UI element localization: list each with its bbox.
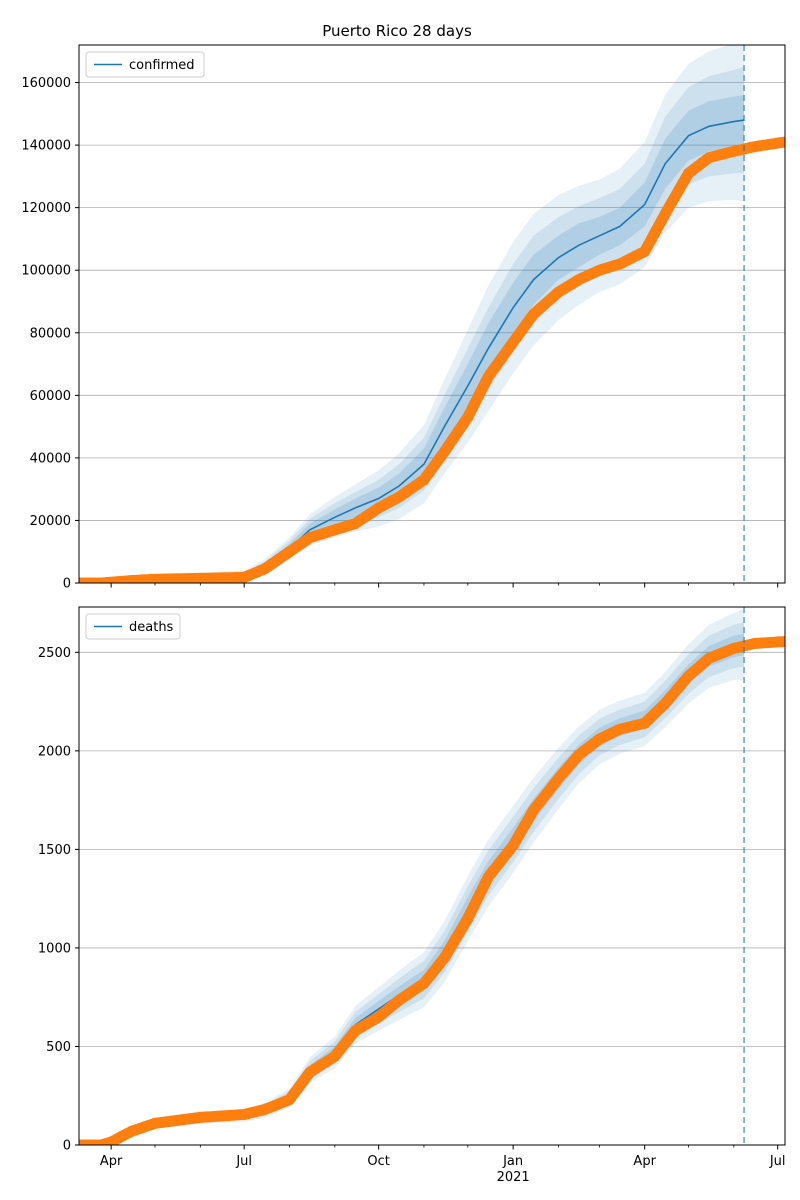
uncertainty-band-outer (79, 45, 745, 583)
y-tick-label: 80000 (30, 326, 71, 341)
legend-box (85, 613, 181, 640)
y-tick-label: 2500 (38, 646, 71, 661)
x-tick-sublabel: 2021 (497, 1170, 530, 1185)
uncertainty-band-mid (79, 66, 745, 583)
legend-box (85, 51, 205, 78)
axes-frame (78, 606, 786, 1146)
y-tick-label: 20000 (30, 514, 71, 529)
x-tick-label: Jul (235, 1154, 252, 1169)
y-tick-label: 120000 (21, 201, 71, 216)
x-tick-label: Apr (100, 1154, 123, 1169)
series-deaths-observed (79, 636, 785, 1145)
y-tick-label: 100000 (21, 264, 71, 279)
y-tick-label: 40000 (30, 451, 71, 466)
y-tick-label: 160000 (21, 76, 71, 91)
axes-frame (78, 44, 786, 584)
y-tick-label: 500 (46, 1040, 71, 1055)
legend-deaths: deaths (85, 613, 181, 640)
y-tick-label: 1000 (38, 941, 71, 956)
observed-point (779, 636, 785, 647)
legend-confirmed: confirmed (85, 51, 205, 78)
y-tick-label: 1500 (38, 843, 71, 858)
legend-label: deaths (129, 620, 174, 635)
observed-point (779, 136, 785, 148)
y-tick-label: 60000 (30, 389, 71, 404)
x-tick-label: Jul (769, 1154, 786, 1169)
y-tick-label: 2000 (38, 744, 71, 759)
x-tick-label: Jan (502, 1154, 523, 1169)
panel-confirmed: 0 20000 40000 60000 80000 100000 120000 140000 1… (21, 44, 786, 592)
y-tick-label: 0 (63, 577, 71, 592)
legend-label: confirmed (129, 58, 195, 73)
y-tick-label: 0 (63, 1139, 71, 1154)
chart-title: Puerto Rico 28 days (322, 22, 472, 40)
plot-area (79, 607, 785, 1145)
plot-area (79, 45, 785, 583)
uncertainty-band-outer (79, 609, 745, 1145)
x-tick-label: Apr (633, 1154, 656, 1169)
series-confirmed-observed (79, 136, 785, 583)
x-tick-label: Oct (367, 1154, 389, 1169)
y-tick-label: 140000 (21, 139, 71, 154)
